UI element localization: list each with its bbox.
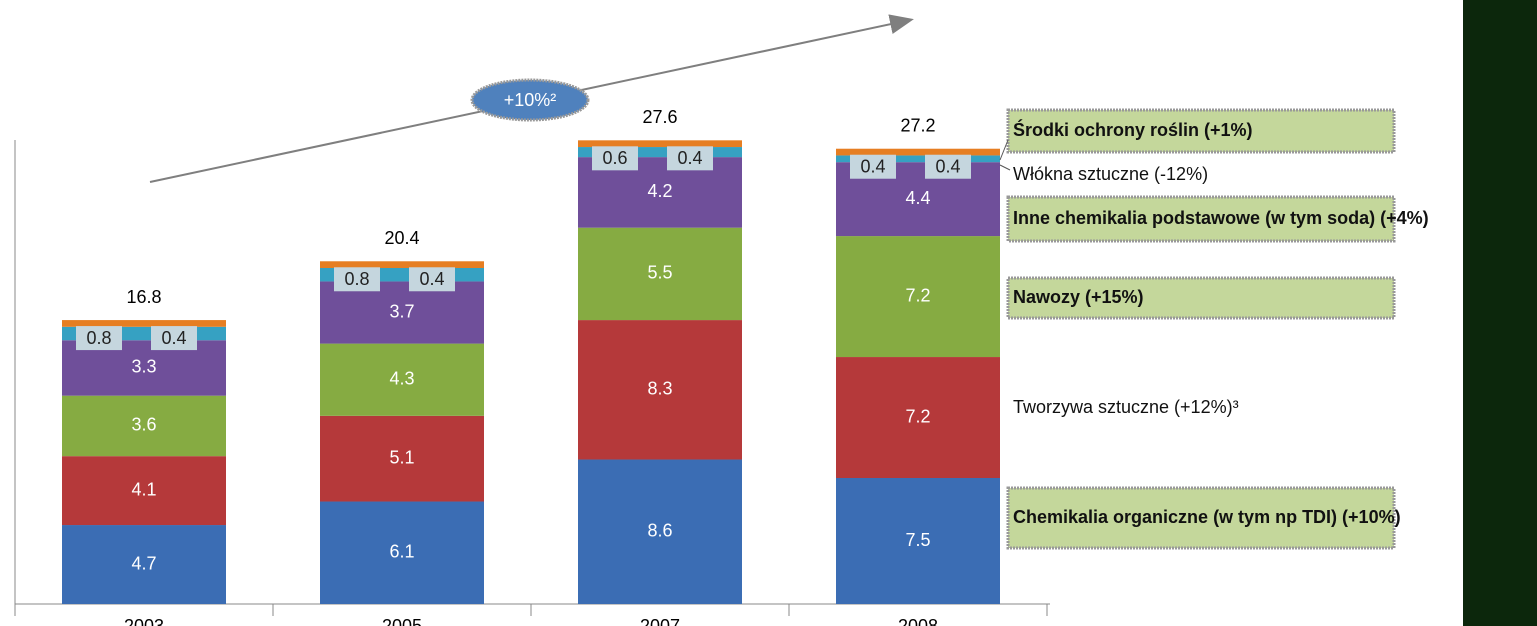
- data-label-box: [76, 326, 122, 351]
- x-tick-label: 2005: [382, 616, 422, 626]
- legend-label: Środki ochrony roślin (+1%): [1013, 119, 1253, 140]
- bar-segment: [320, 281, 484, 344]
- bar-segment: [836, 478, 1000, 604]
- bar-segment: [836, 148, 1000, 156]
- side-panel: [1463, 0, 1537, 626]
- data-label: 7.2: [905, 285, 930, 305]
- bar-segment: [320, 261, 484, 268]
- legend-label: Nawozy (+15%): [1013, 287, 1144, 307]
- bar-segment: [62, 525, 226, 604]
- x-tick-label: 2007: [640, 616, 680, 626]
- data-label-box: [334, 267, 380, 292]
- data-label-box: [592, 146, 638, 171]
- bar-segment: [836, 155, 1000, 163]
- bar-segment: [836, 357, 1000, 478]
- bar-segment: [836, 236, 1000, 358]
- bar-segment: [578, 140, 742, 148]
- data-label: 4.1: [131, 479, 156, 499]
- data-label: 0.4: [161, 328, 186, 348]
- leader-line: [999, 139, 1009, 161]
- data-label: 5.5: [647, 263, 672, 283]
- bar-segment: [62, 320, 226, 327]
- data-label: 5.1: [389, 447, 414, 467]
- legend-box: [1006, 108, 1396, 154]
- bar-segment: [578, 320, 742, 460]
- bar-segment: [320, 415, 484, 502]
- legend-box: [1006, 486, 1396, 550]
- bar-segment: [320, 501, 484, 604]
- data-label: 0.4: [419, 269, 444, 289]
- bar-segment: [578, 459, 742, 604]
- bar-segment: [62, 395, 226, 457]
- data-label: 4.7: [131, 553, 156, 573]
- legend-label: Włókna sztuczne (-12%): [1013, 164, 1208, 184]
- bar-segment: [62, 456, 226, 526]
- legend-box: [1006, 195, 1396, 243]
- data-label: 3.3: [131, 357, 156, 377]
- total-label: 20.4: [384, 228, 419, 248]
- x-tick-label: 2008: [898, 616, 938, 626]
- data-label: 0.4: [860, 156, 885, 176]
- legend-box: [1006, 276, 1396, 320]
- data-label: 0.4: [677, 148, 702, 168]
- x-tick-label: 2003: [124, 616, 164, 626]
- legend-label: Tworzywa sztuczne (+12%)³: [1013, 397, 1239, 417]
- data-label: 0.8: [344, 269, 369, 289]
- bar-segment: [578, 227, 742, 321]
- total-label: 27.2: [900, 115, 935, 135]
- data-label: 4.3: [389, 368, 414, 388]
- total-label: 16.8: [126, 287, 161, 307]
- data-label: 3.6: [131, 415, 156, 435]
- legend-label: Inne chemikalia podstawowe (w tym soda) …: [1013, 208, 1429, 228]
- annotation-bubble: [470, 78, 590, 122]
- data-label: 0.8: [86, 328, 111, 348]
- data-label-box: [151, 326, 197, 351]
- data-label-box: [850, 154, 896, 179]
- data-label: 8.6: [647, 521, 672, 541]
- bar-segment: [578, 147, 742, 158]
- data-label: 6.1: [389, 542, 414, 562]
- total-label: 27.6: [642, 107, 677, 127]
- data-label: 7.2: [905, 406, 930, 426]
- data-label-box: [667, 146, 713, 171]
- data-label-box: [409, 267, 455, 292]
- data-label-box: [925, 154, 971, 179]
- data-label: 4.4: [905, 188, 930, 208]
- data-label: 8.3: [647, 379, 672, 399]
- annotation: +10%²: [504, 90, 557, 110]
- data-label: 0.6: [602, 148, 627, 168]
- data-label: 7.5: [905, 530, 930, 550]
- bar-segment: [320, 343, 484, 416]
- data-label: 3.7: [389, 301, 414, 321]
- data-label: 0.4: [935, 156, 960, 176]
- leader-line: [999, 164, 1011, 171]
- data-label: 4.2: [647, 181, 672, 201]
- legend-label: Chemikalia organiczne (w tym np TDI) (+1…: [1013, 507, 1401, 527]
